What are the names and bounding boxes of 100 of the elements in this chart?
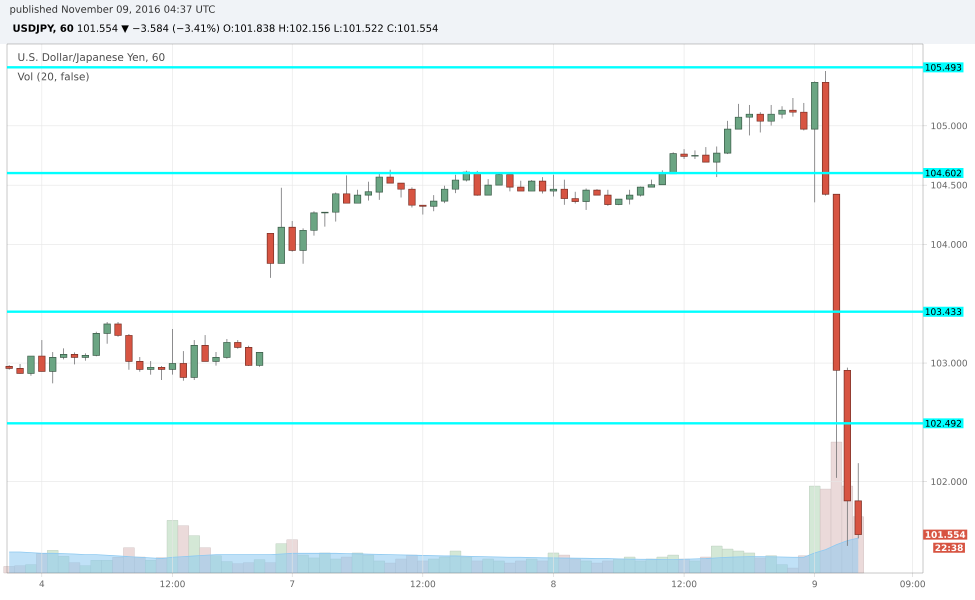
- chart-title: Vol (20, false): [18, 72, 89, 82]
- candlestick: [49, 352, 56, 384]
- bar: [276, 543, 287, 574]
- candlestick: [800, 102, 808, 131]
- candlestick: [778, 106, 786, 119]
- candlestick: [506, 174, 514, 192]
- candlestick: [136, 356, 144, 372]
- candlestick: [343, 175, 350, 204]
- candlestick: [408, 186, 416, 208]
- bar: [580, 560, 592, 574]
- bar: [340, 556, 352, 574]
- candlestick: [104, 322, 111, 344]
- bar: [178, 526, 189, 574]
- y-tick-label: 104.500: [932, 182, 967, 189]
- bar: [199, 548, 211, 574]
- x-tick-label: 8: [551, 580, 556, 588]
- text: 101.554: [926, 531, 966, 538]
- bar: [145, 560, 156, 574]
- x-tick-label: 12:00: [672, 580, 696, 588]
- y-tick-label: 105.000: [932, 122, 967, 130]
- candlestick: [256, 352, 264, 368]
- text: published November 09, 2016 04:37 UTC: [10, 5, 215, 15]
- candlestick: [702, 146, 710, 163]
- text: 22:38: [936, 544, 963, 552]
- x-tick-label: 12:00: [410, 580, 436, 588]
- y-tick-label: 104.000: [932, 241, 967, 248]
- bar: [254, 559, 266, 574]
- bar: [700, 556, 712, 574]
- candlestick: [158, 366, 166, 380]
- text: USDJPY, 60 101.554 ▼ −3.584 (−3.41%) O:101.838 H:102.156 L:101.522 C:101.554: [13, 24, 438, 34]
- candlestick: [364, 181, 372, 201]
- candlestick: [223, 338, 230, 360]
- candlestick: [484, 178, 492, 196]
- ref-line-label: 105.493: [926, 64, 962, 71]
- candlestick: [354, 189, 362, 204]
- candlestick: [332, 192, 340, 222]
- bar: [68, 562, 80, 574]
- x-tick-label: 12:00: [160, 580, 185, 588]
- candlestick: [724, 120, 732, 154]
- candlestick: [550, 174, 558, 197]
- candlestick: [691, 150, 699, 160]
- candlestick: [538, 176, 546, 194]
- candlestick: [38, 340, 46, 372]
- candlestick: [604, 189, 612, 206]
- candlestick: [452, 174, 460, 194]
- bar: [689, 560, 701, 574]
- candlestick: [245, 345, 252, 366]
- candlestick: [582, 188, 590, 210]
- candlestick: [397, 182, 405, 198]
- candlestick: [636, 186, 644, 197]
- candlestick: [386, 169, 394, 184]
- candlestick: [92, 331, 100, 357]
- candlestick: [560, 179, 568, 206]
- candlestick: [713, 146, 720, 178]
- candlestick: [430, 194, 438, 212]
- bar: [188, 535, 200, 574]
- bar: [536, 560, 548, 574]
- candlestick: [440, 185, 448, 204]
- candlestick: [658, 170, 666, 186]
- x-tick-label: 09:00: [900, 580, 925, 588]
- candlestick: [168, 328, 176, 376]
- bar: [754, 558, 766, 574]
- ref-line-label: 102.492: [926, 420, 961, 427]
- bar: [809, 486, 820, 574]
- candlestick: [756, 112, 764, 133]
- candlestick: [202, 334, 209, 362]
- x-tick-label: 7: [290, 580, 294, 588]
- candlestick: [734, 103, 742, 130]
- candlestick: [517, 180, 524, 192]
- candlestick: [789, 98, 797, 117]
- ref-line-label: 104.602: [926, 170, 961, 176]
- candlestick: [626, 189, 634, 205]
- candlestick: [60, 348, 68, 360]
- bar: [472, 560, 483, 574]
- bar: [526, 558, 538, 574]
- candlestick: [299, 228, 307, 264]
- candlestick: [310, 210, 318, 236]
- candlestick: [495, 172, 503, 186]
- candlestick: [114, 322, 122, 338]
- y-tick-label: 102.000: [932, 478, 967, 486]
- text: U.S. Dollar/Japanese Yen, 60: [18, 52, 164, 64]
- y-tick-label: 103.000: [932, 360, 967, 366]
- candlestick: [70, 352, 78, 365]
- candlestick: [768, 104, 775, 126]
- candlestick: [180, 350, 187, 382]
- candlestick: [528, 180, 536, 192]
- candlestick: [680, 148, 688, 160]
- x-tick-label: 9: [812, 580, 817, 588]
- candlestick: [572, 191, 579, 204]
- ref-line-label: 103.433: [926, 308, 962, 316]
- candlestick: [288, 220, 296, 252]
- candlestick: [474, 170, 481, 196]
- x-tick-label: 4: [39, 580, 44, 588]
- candlestick: [746, 104, 753, 136]
- candlestick: [147, 360, 154, 376]
- candlestick: [27, 356, 35, 376]
- candlestick: [419, 204, 426, 215]
- bar: [264, 562, 276, 574]
- candlestick: [376, 173, 383, 200]
- candlestick: [212, 352, 220, 366]
